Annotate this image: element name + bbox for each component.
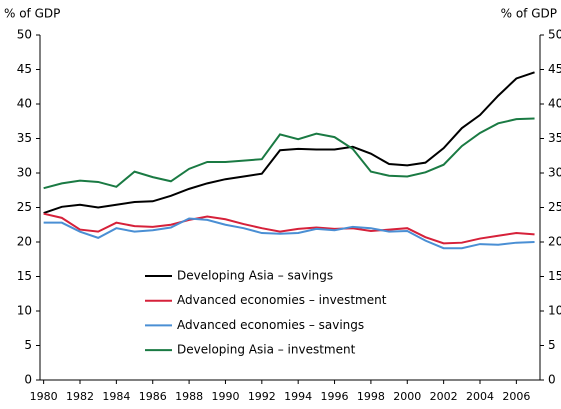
x-tick-label: 1984 [102, 390, 130, 403]
y2-tick-label: 5 [548, 338, 556, 352]
y2-tick-label: 10 [548, 304, 561, 318]
series-line [43, 212, 535, 245]
series-line [43, 71, 535, 214]
y2-axis-label: % of GDP [501, 7, 557, 21]
y2-tick-label: 15 [548, 269, 561, 283]
y-tick-label: 50 [17, 28, 32, 42]
y-tick-label: 45 [17, 62, 32, 76]
y-tick-label: 40 [17, 97, 32, 111]
legend-label: Developing Asia – investment [177, 343, 356, 357]
y-tick-label: 20 [17, 235, 32, 249]
series-line [43, 117, 535, 190]
x-tick-label: 1986 [139, 390, 167, 403]
y2-tick-label: 45 [548, 62, 561, 76]
y2-tick-label: 50 [548, 28, 561, 42]
y2-tick-label: 0 [548, 373, 556, 387]
x-tick-label: 2002 [430, 390, 458, 403]
y-axis-label: % of GDP [4, 7, 60, 21]
legend-label: Developing Asia – savings [177, 269, 333, 283]
legend-label: Advanced economies – savings [177, 318, 364, 332]
x-tick-label: 1988 [175, 390, 203, 403]
y-tick-label: 30 [17, 166, 32, 180]
y-tick-label: 35 [17, 131, 32, 145]
y-tick-label: 15 [17, 269, 32, 283]
x-tick-label: 1998 [357, 390, 385, 403]
x-tick-label: 1982 [66, 390, 94, 403]
y-tick-label: 5 [24, 338, 32, 352]
x-tick-label: 1994 [284, 390, 312, 403]
x-tick-label: 2000 [393, 390, 421, 403]
y-tick-label: 25 [17, 200, 32, 214]
y-tick-label: 0 [24, 373, 32, 387]
series-line [43, 217, 535, 250]
x-tick-label: 1992 [248, 390, 276, 403]
legend-label: Advanced economies – investment [177, 293, 387, 307]
x-tick-label: 2004 [466, 390, 494, 403]
x-tick-label: 1980 [30, 390, 58, 403]
y-tick-label: 10 [17, 304, 32, 318]
x-tick-label: 2006 [502, 390, 530, 403]
x-tick-label: 1990 [211, 390, 239, 403]
y2-tick-label: 35 [548, 131, 561, 145]
y2-tick-label: 40 [548, 97, 561, 111]
y2-tick-label: 30 [548, 166, 561, 180]
x-tick-label: 1996 [321, 390, 349, 403]
y2-tick-label: 20 [548, 235, 561, 249]
y2-tick-label: 25 [548, 200, 561, 214]
